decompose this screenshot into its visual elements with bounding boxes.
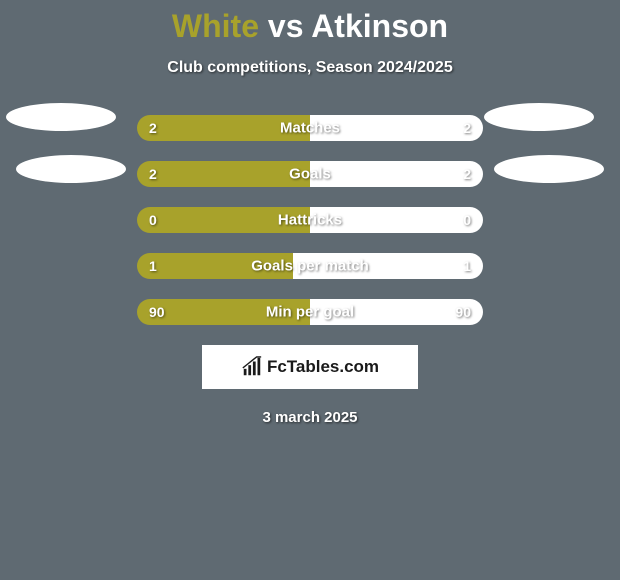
stat-value-left: 1 (149, 258, 157, 274)
stat-value-right: 1 (463, 258, 471, 274)
player-marker (494, 155, 604, 183)
stat-row: 2 2 Matches (137, 115, 483, 141)
stat-label: Goals per match (251, 258, 369, 275)
stat-value-right: 2 (463, 120, 471, 136)
stats-section: 2 2 Matches 2 2 Goals 0 0 Hattricks 1 1 Goals per m… (0, 115, 620, 325)
logo-text: FcTables.com (267, 357, 379, 377)
stat-label: Min per goal (266, 304, 354, 321)
title-player2: Atkinson (311, 8, 448, 44)
stat-value-right: 2 (463, 166, 471, 182)
stat-row: 90 90 Min per goal (137, 299, 483, 325)
title-vs: vs (259, 8, 311, 44)
date-label: 3 march 2025 (0, 409, 620, 426)
stat-label: Hattricks (278, 212, 342, 229)
player-marker (484, 103, 594, 131)
stat-value-right: 0 (463, 212, 471, 228)
source-logo[interactable]: FcTables.com (202, 345, 418, 389)
stat-row: 0 0 Hattricks (137, 207, 483, 233)
comparison-widget: White vs Atkinson Club competitions, Sea… (0, 0, 620, 580)
subtitle: Club competitions, Season 2024/2025 (0, 59, 620, 77)
stat-value-right: 90 (455, 304, 471, 320)
title-player1: White (172, 8, 259, 44)
stat-value-left: 2 (149, 120, 157, 136)
bar-right (310, 161, 483, 187)
page-title: White vs Atkinson (0, 8, 620, 45)
stat-rows: 2 2 Matches 2 2 Goals 0 0 Hattricks 1 1 Goals per m… (137, 115, 483, 325)
player-marker (6, 103, 116, 131)
stat-label: Matches (280, 120, 340, 137)
stat-value-left: 90 (149, 304, 165, 320)
bar-left (137, 161, 310, 187)
chart-icon (241, 356, 263, 378)
stat-value-left: 0 (149, 212, 157, 228)
stat-row: 2 2 Goals (137, 161, 483, 187)
stat-row: 1 1 Goals per match (137, 253, 483, 279)
stat-value-left: 2 (149, 166, 157, 182)
stat-label: Goals (289, 166, 331, 183)
player-marker (16, 155, 126, 183)
